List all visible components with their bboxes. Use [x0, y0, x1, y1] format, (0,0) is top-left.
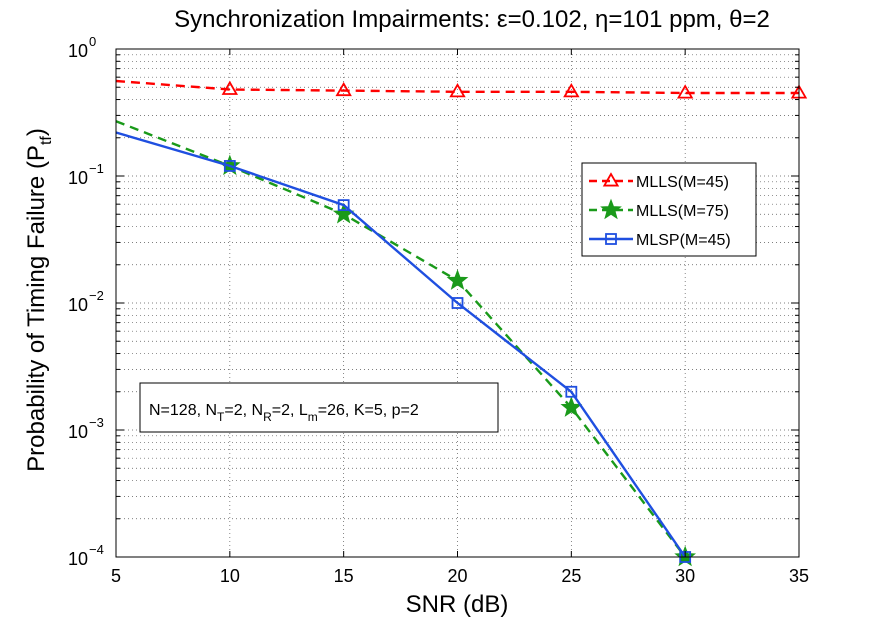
data-point: [335, 81, 352, 97]
x-tick-label: 10: [220, 566, 240, 586]
y-axis-label-main: Probability of Timing Failure (P: [23, 145, 50, 472]
y-tick-exponent: −2: [89, 288, 104, 303]
data-point: [451, 297, 464, 309]
y-tick-exponent: −3: [89, 415, 104, 430]
y-tick-label: 10: [68, 41, 88, 61]
legend-items: MLLS(M=45) MLLS(M=75) MLSP(M=45): [589, 172, 731, 249]
x-tick-label: 30: [675, 566, 695, 586]
legend-label: MLLS(M=75): [636, 203, 729, 220]
data-point: [337, 199, 350, 212]
x-tick-label: 20: [447, 566, 467, 586]
y-tick-exponent: −4: [89, 542, 104, 557]
series-layer: [115, 79, 808, 567]
legend-label: MLLS(M=45): [636, 174, 729, 191]
x-tick-label: 15: [334, 566, 354, 586]
x-tick-label: 5: [111, 566, 121, 586]
data-point: [563, 83, 580, 98]
data-point: [676, 84, 694, 99]
legend-item: MLLS(M=45): [589, 172, 729, 191]
chart-title: Synchronization Impairments: ε=0.102, η=…: [174, 6, 770, 33]
x-tick-label: 35: [789, 566, 809, 586]
y-axis-label-sub: tf: [38, 136, 55, 145]
annotation-part: N=128, N: [149, 402, 217, 419]
legend-marker: [600, 198, 622, 220]
data-point: [221, 80, 239, 95]
legend-item: MLSP(M=45): [589, 232, 731, 249]
data-point: [223, 160, 236, 172]
legend-marker: [602, 172, 620, 187]
data-point: [449, 83, 466, 98]
data-point: [560, 396, 583, 417]
annotation-part: =2, L: [272, 402, 308, 419]
x-tick-label: 25: [561, 566, 581, 586]
legend: MLLS(M=45) MLLS(M=75) MLSP(M=45): [581, 162, 757, 257]
data-point: [565, 385, 578, 398]
y-tick-exponent: −1: [89, 161, 104, 176]
series-line: [115, 131, 687, 558]
data-point: [332, 202, 355, 224]
grid: [116, 49, 799, 557]
y-tick-label: 10: [68, 295, 88, 315]
legend-item: MLLS(M=75): [589, 198, 729, 220]
data-point: [446, 269, 469, 290]
annotation-subscript: m: [308, 410, 318, 424]
series-0: [115, 79, 808, 99]
annotation-subscript: T: [217, 410, 225, 424]
y-tick-label: 10: [68, 422, 88, 442]
legend-marker: [605, 233, 617, 245]
y-tick-label: 10: [68, 549, 88, 569]
annotation-part: =2, N: [224, 402, 263, 419]
annotation-part: =26, K=5, p=2: [318, 402, 419, 419]
annotation-box: N=128, NT=2, NR=2, Lm=26, K=5, p=2: [139, 382, 499, 433]
legend-label: MLSP(M=45): [636, 232, 731, 249]
y-axis-label: Probability of Timing Failure (Ptf): [23, 128, 55, 472]
annotation-frame: [139, 382, 499, 433]
y-axis-label-close: ): [23, 128, 50, 136]
annotation-text: N=128, NT=2, NR=2, Lm=26, K=5, p=2: [149, 402, 419, 424]
x-axis-label: SNR (dB): [406, 591, 509, 618]
y-tick-label: 10: [68, 168, 88, 188]
annotation-subscript: R: [263, 410, 272, 424]
y-tick-exponent: 0: [89, 34, 96, 49]
